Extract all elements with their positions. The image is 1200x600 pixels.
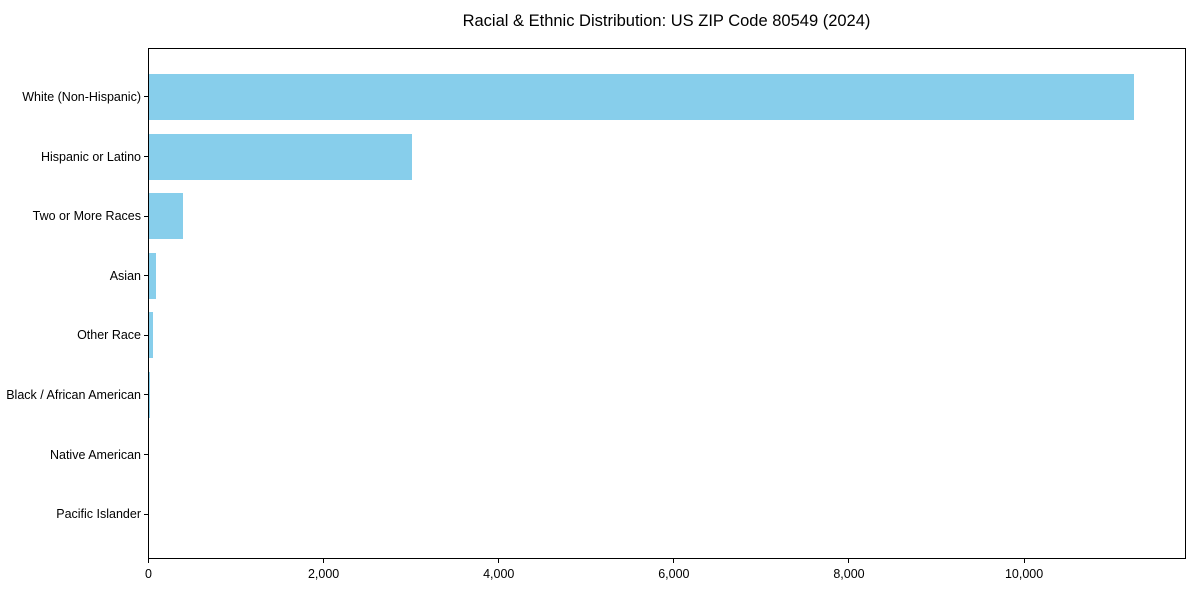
y-tick-label: Hispanic or Latino [40, 149, 141, 164]
bar-white-non-hispanic [148, 73, 1135, 120]
y-tick-mark [143, 275, 148, 277]
y-tick-label: Pacific Islander [56, 507, 141, 522]
x-tick-label: 6,000 [658, 567, 690, 581]
x-tick-mark [673, 559, 675, 563]
chart-title: Racial & Ethnic Distribution: US ZIP Cod… [462, 12, 871, 30]
x-tick-label: 8,000 [833, 567, 865, 581]
y-tick-label: Asian [109, 268, 141, 283]
y-tick-mark [143, 513, 148, 515]
bar-two-or-more-races [148, 193, 183, 240]
plot-area [147, 48, 1186, 559]
y-tick-mark [143, 215, 148, 217]
x-tick-label: 10,000 [1004, 567, 1044, 581]
y-tick-mark [143, 96, 148, 98]
y-tick-label: Native American [49, 447, 141, 462]
y-tick-label: White (Non-Hispanic) [22, 89, 141, 104]
x-tick-mark [323, 559, 325, 563]
y-tick-label: Two or More Races [32, 209, 141, 224]
y-tick-mark [143, 156, 148, 157]
x-tick-mark [848, 559, 850, 563]
x-tick-mark [1023, 559, 1025, 563]
x-tick-mark [148, 559, 149, 563]
y-tick-label: Other Race [77, 328, 141, 343]
y-tick-mark [143, 334, 148, 336]
x-tick-mark [498, 559, 500, 563]
x-tick-label: 2,000 [307, 567, 340, 581]
bar-other-race [148, 312, 153, 359]
x-tick-label: 0 [145, 567, 152, 581]
y-tick-label: Black / African American [6, 387, 141, 402]
bar-asian [148, 252, 157, 299]
y-tick-mark [143, 454, 148, 455]
y-tick-mark [143, 394, 148, 396]
bar-hispanic-or-latino [148, 133, 413, 180]
x-tick-label: 4,000 [483, 567, 515, 581]
bar-black-african-american [148, 371, 150, 418]
